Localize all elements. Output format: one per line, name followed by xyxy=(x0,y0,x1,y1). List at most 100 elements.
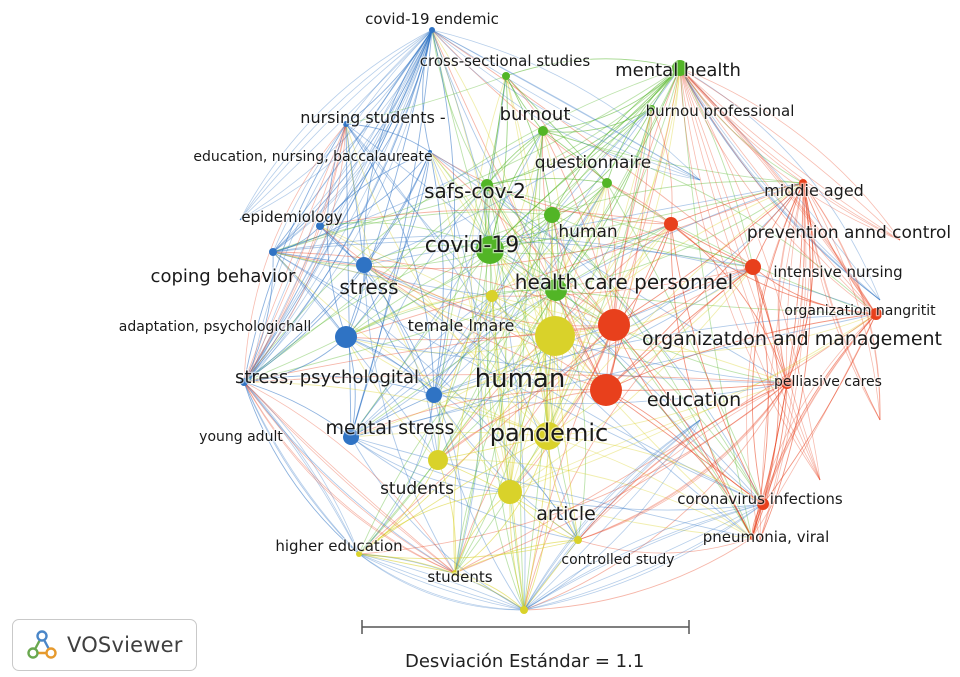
label-stress-psych[interactable]: stress, psychologital xyxy=(234,366,421,390)
node-students2[interactable] xyxy=(452,570,458,576)
node-org-nangritit[interactable] xyxy=(870,308,882,320)
node-sars-cov2[interactable] xyxy=(481,179,493,191)
link xyxy=(345,29,433,338)
link xyxy=(670,223,754,268)
link xyxy=(272,225,321,253)
node-adaptation[interactable] xyxy=(335,326,357,348)
node-higher-edu[interactable] xyxy=(356,551,362,557)
label-prevention[interactable]: prevention annd control xyxy=(746,222,953,245)
link xyxy=(437,295,493,461)
label-org-mgmt[interactable]: organizatdon and management xyxy=(641,327,944,352)
label-nursing-students[interactable]: nursing students - xyxy=(299,107,447,129)
node-stress-psych[interactable] xyxy=(426,387,442,403)
link xyxy=(243,214,553,383)
label-coping[interactable]: coping behavior xyxy=(149,265,297,289)
label-pneumonia[interactable]: pneumonia, viral xyxy=(701,527,830,548)
node-intensive[interactable] xyxy=(745,259,761,275)
label-human-g[interactable]: human xyxy=(557,221,619,244)
node-prevention[interactable] xyxy=(664,217,678,231)
node-education[interactable] xyxy=(590,374,622,406)
label-coronavirus[interactable]: coronavirus infections xyxy=(676,489,844,510)
label-palliative[interactable]: pelliasive cares xyxy=(773,373,883,392)
node-edu-nursing[interactable] xyxy=(428,150,432,154)
label-pandemic[interactable]: pandemic xyxy=(489,418,610,449)
node-nursing-students[interactable] xyxy=(343,121,349,127)
link xyxy=(505,75,556,337)
link xyxy=(486,184,607,391)
label-education[interactable]: education xyxy=(646,388,743,413)
node-hcp[interactable] xyxy=(545,279,567,301)
node-pneumonia[interactable] xyxy=(750,536,754,540)
node-middle-aged[interactable] xyxy=(799,179,807,187)
node-controlled[interactable] xyxy=(574,536,582,544)
label-mental-health[interactable]: mental health xyxy=(614,59,742,83)
link xyxy=(679,67,877,315)
node-burnout-prof[interactable] xyxy=(649,105,655,111)
link xyxy=(679,67,877,315)
label-cross-sectional[interactable]: cross-sectional studies xyxy=(419,51,592,72)
label-mental-stress[interactable]: mental stress xyxy=(324,416,455,441)
label-young-adult[interactable]: young adult xyxy=(198,428,285,447)
node-female-male[interactable] xyxy=(486,290,498,302)
label-article[interactable]: article xyxy=(535,502,597,527)
label-intensive[interactable]: intensive nursing xyxy=(772,262,904,283)
label-female-male[interactable]: temale lmare xyxy=(406,315,515,337)
node-coronavirus[interactable] xyxy=(757,498,769,510)
link xyxy=(679,67,877,315)
link xyxy=(670,223,788,384)
link xyxy=(243,381,456,574)
node-students1[interactable] xyxy=(428,450,448,470)
label-questionnaire[interactable]: questionnaire xyxy=(534,152,653,175)
label-org-nangritit[interactable]: organization nangritit xyxy=(783,302,937,321)
node-burnout[interactable] xyxy=(538,126,548,136)
label-epidemiology[interactable]: epidemiology xyxy=(240,207,344,228)
link xyxy=(239,29,433,221)
node-cross-sectional[interactable] xyxy=(502,72,510,80)
label-burnout-prof[interactable]: burnou professional xyxy=(644,101,795,122)
node-epidemiology[interactable] xyxy=(316,222,324,230)
node-covid19-endemic[interactable] xyxy=(429,27,435,33)
label-hcp[interactable]: health care personnel xyxy=(514,269,735,296)
label-covid19-endemic[interactable]: covid-19 endemic xyxy=(364,9,500,30)
link xyxy=(486,184,753,539)
node-mental-stress[interactable] xyxy=(343,429,359,445)
link xyxy=(547,223,672,437)
node-palliative[interactable] xyxy=(781,377,793,389)
label-covid19[interactable]: covid-19 xyxy=(423,232,520,260)
label-higher-edu[interactable]: higher education xyxy=(274,536,404,557)
node-stress[interactable] xyxy=(356,257,372,273)
label-students2[interactable]: students xyxy=(426,567,494,588)
link xyxy=(243,264,365,383)
node-bottom-y[interactable] xyxy=(520,606,528,614)
node-coping[interactable] xyxy=(269,248,277,256)
node-human-y[interactable] xyxy=(535,316,575,356)
link xyxy=(243,381,360,555)
node-article[interactable] xyxy=(498,480,522,504)
node-covid19[interactable] xyxy=(476,236,504,264)
label-adaptation[interactable]: adaptation, psychologichall xyxy=(118,318,313,337)
link xyxy=(477,249,525,611)
node-questionnaire[interactable] xyxy=(602,178,612,188)
link xyxy=(547,182,608,437)
link xyxy=(489,249,764,505)
node-young-adult[interactable] xyxy=(240,378,248,386)
link xyxy=(249,29,433,381)
label-edu-nursing[interactable]: education, nursing, baccalaureate xyxy=(192,148,434,167)
link xyxy=(523,539,579,611)
label-human-y[interactable]: human xyxy=(473,363,566,396)
node-org-mgmt[interactable] xyxy=(598,309,630,341)
label-stress[interactable]: stress xyxy=(338,274,400,301)
label-sars-cov2[interactable]: safs-cov-2 xyxy=(423,178,527,205)
node-mental-health[interactable] xyxy=(672,60,688,76)
vosviewer-logo[interactable]: VOSviewer xyxy=(12,619,197,671)
label-burnout[interactable]: burnout xyxy=(498,103,571,127)
link xyxy=(272,251,493,297)
node-human-g[interactable] xyxy=(544,207,560,223)
label-controlled[interactable]: controlled study xyxy=(560,551,676,570)
node-pandemic[interactable] xyxy=(534,422,562,450)
label-middle-aged[interactable]: middie aged xyxy=(763,180,865,202)
link xyxy=(523,419,701,611)
link xyxy=(679,67,821,481)
label-students1[interactable]: students xyxy=(379,478,455,501)
